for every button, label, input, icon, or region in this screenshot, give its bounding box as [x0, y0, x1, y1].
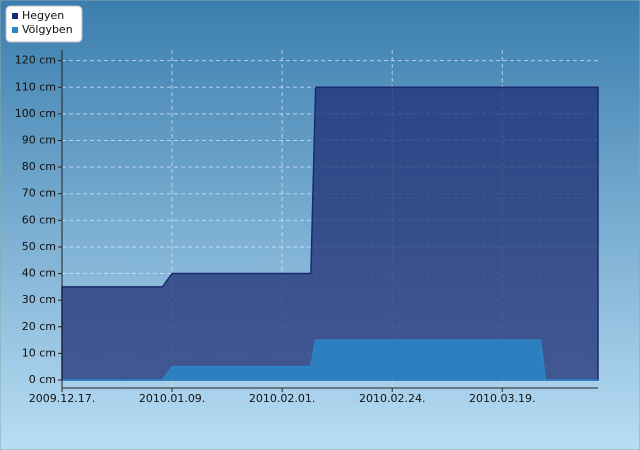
- x-tick-label: 2010.02.01.: [249, 392, 315, 405]
- x-tick-label: 2010.03.19.: [469, 392, 535, 405]
- y-tick-label: 120 cm: [15, 54, 56, 67]
- y-tick-label: 0 cm: [29, 373, 56, 386]
- x-tick-label: 2010.01.09.: [139, 392, 205, 405]
- y-tick-label: 40 cm: [22, 267, 56, 280]
- x-tick-label: 2010.02.24.: [359, 392, 425, 405]
- legend-label: Völgyben: [22, 23, 73, 36]
- y-tick-label: 50 cm: [22, 240, 56, 253]
- x-tick-label: 2009.12.17.: [29, 392, 95, 405]
- area: [62, 339, 598, 381]
- y-tick-label: 110 cm: [15, 80, 56, 93]
- y-tick-label: 10 cm: [22, 346, 56, 359]
- y-tick-label: 30 cm: [22, 293, 56, 306]
- y-tick-label: 80 cm: [22, 160, 56, 173]
- legend-marker: [12, 13, 18, 19]
- y-tick-label: 100 cm: [15, 107, 56, 120]
- legend-marker: [12, 27, 18, 33]
- legend-box: [5, 5, 83, 43]
- legend-label: Hegyen: [22, 9, 64, 22]
- y-tick-label: 70 cm: [22, 187, 56, 200]
- y-tick-label: 20 cm: [22, 320, 56, 333]
- y-tick-label: 60 cm: [22, 213, 56, 226]
- y-tick-label: 90 cm: [22, 133, 56, 146]
